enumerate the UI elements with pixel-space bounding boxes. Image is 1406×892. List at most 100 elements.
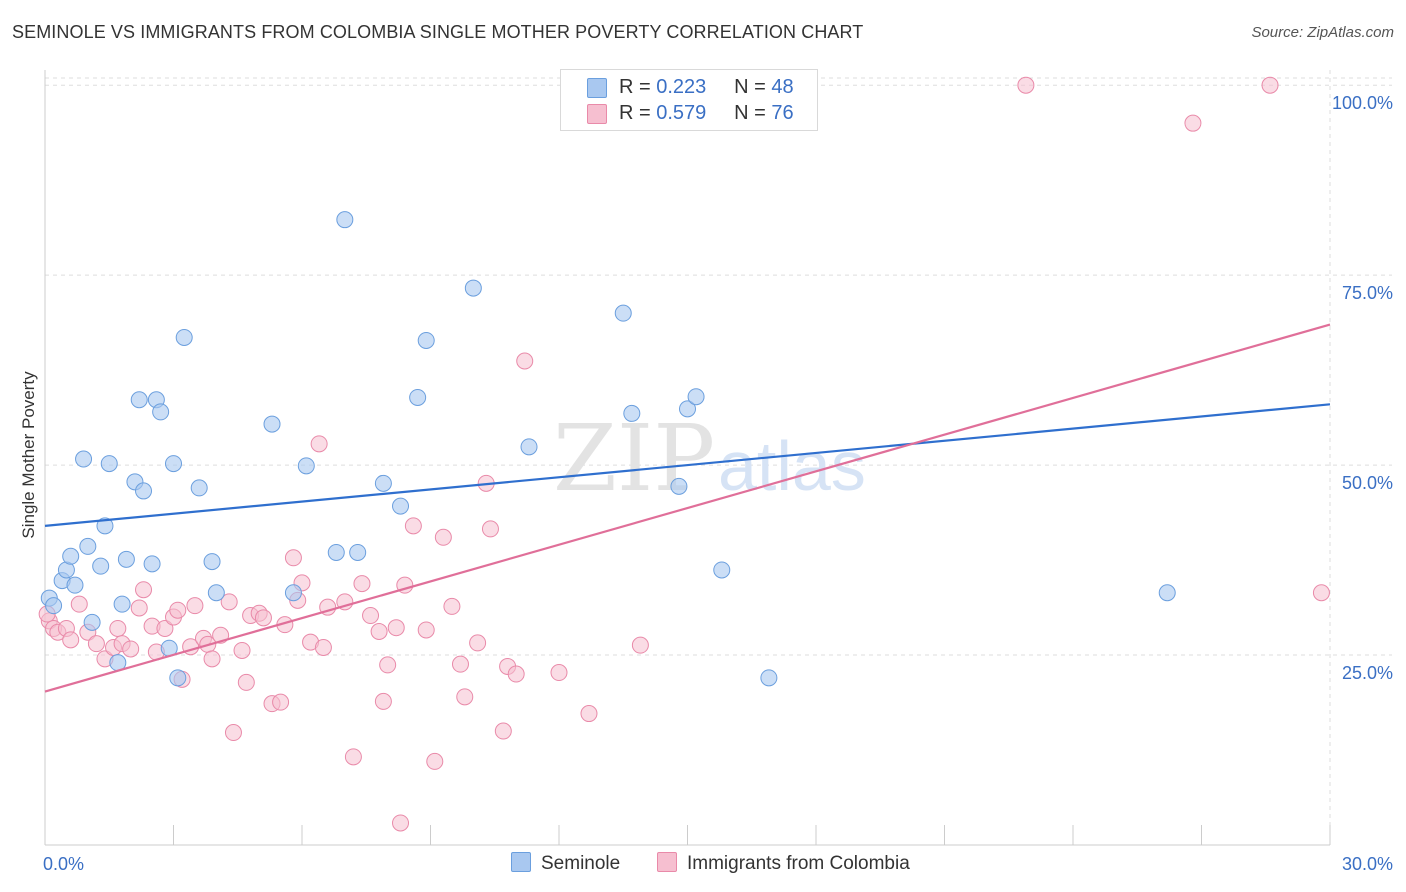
seminole-point: [207, 584, 225, 602]
colombia-point: [224, 724, 242, 742]
bottom-colombia-label: Immigrants from Colombia: [687, 853, 910, 874]
seminole-point: [392, 497, 410, 515]
colombia-point: [481, 520, 499, 538]
seminole-point: [169, 669, 187, 687]
colombia-point: [434, 528, 452, 546]
colombia-point: [1312, 584, 1330, 602]
seminole-point: [79, 537, 97, 555]
colombia-point: [631, 636, 649, 654]
y-tick-label: 75.0%: [1342, 283, 1393, 303]
colombia-point: [70, 595, 88, 613]
seminole-trend-line: [44, 403, 1331, 527]
colombia-point: [233, 641, 251, 659]
bottom-colombia-swatch: [657, 852, 677, 872]
legend-r-value-2: 0.579: [656, 102, 707, 124]
seminole-point: [45, 597, 63, 615]
colombia-point: [344, 748, 362, 766]
colombia-point: [550, 664, 568, 682]
colombia-point: [130, 599, 148, 617]
seminole-point: [130, 391, 148, 409]
axes: [44, 70, 1331, 846]
seminole-point: [614, 304, 632, 322]
seminole-point: [760, 669, 778, 687]
seminole-points: [40, 211, 1176, 687]
colombia-point: [169, 601, 187, 619]
colombia-swatch: [587, 104, 607, 124]
legend-r-value-1: 0.223: [656, 76, 707, 98]
seminole-point: [687, 388, 705, 406]
colombia-point: [186, 597, 204, 615]
seminole-point: [143, 555, 161, 573]
watermark: ZIP atlas: [553, 405, 866, 512]
colombia-point: [469, 634, 487, 652]
colombia-points: [38, 76, 1330, 832]
watermark-zip: ZIP: [553, 405, 715, 512]
seminole-point: [203, 553, 221, 571]
bottom-seminole-label: Seminole: [541, 853, 621, 874]
colombia-point: [379, 656, 397, 674]
seminole-point: [464, 279, 482, 297]
seminole-point: [349, 543, 367, 561]
seminole-point: [284, 584, 302, 602]
colombia-point: [237, 673, 255, 691]
colombia-point: [370, 622, 388, 640]
colombia-point: [122, 640, 140, 658]
seminole-swatch: [587, 78, 607, 98]
seminole-point: [327, 543, 345, 561]
seminole-point: [100, 455, 118, 473]
trend-lines: [44, 323, 1331, 693]
seminole-point: [83, 613, 101, 631]
seminole-point: [152, 403, 170, 421]
legend-n-label-1: N =: [734, 76, 766, 98]
seminole-point: [165, 455, 182, 473]
y-tick-label: 50.0%: [1342, 473, 1393, 493]
colombia-point: [374, 692, 392, 710]
gridlines: [45, 70, 1392, 845]
y-tick-label: 100.0%: [1332, 93, 1393, 113]
colombia-point: [135, 581, 153, 599]
colombia-point: [87, 635, 105, 653]
colombia-trend-line: [44, 323, 1331, 693]
y-tick-label: 25.0%: [1342, 663, 1393, 683]
legend-r-label-1: R =: [619, 76, 651, 98]
seminole-point: [175, 328, 193, 346]
seminole-point: [92, 557, 110, 575]
seminole-point: [623, 404, 641, 422]
colombia-point: [109, 619, 127, 637]
colombia-point: [362, 607, 380, 625]
colombia-point: [417, 621, 435, 639]
colombia-point: [443, 597, 461, 615]
x-tick-label: 0.0%: [43, 854, 84, 874]
seminole-point: [713, 561, 731, 579]
seminole-point: [374, 474, 392, 492]
seminole-point: [117, 550, 135, 568]
colombia-point: [284, 549, 302, 567]
colombia-point: [220, 593, 238, 611]
colombia-point: [404, 517, 422, 535]
colombia-point: [314, 638, 332, 656]
colombia-point: [1184, 114, 1202, 132]
legend-n-value-2: 76: [771, 102, 794, 124]
colombia-point: [387, 619, 405, 637]
seminole-point: [670, 477, 688, 495]
chart-title: SEMINOLE VS IMMIGRANTS FROM COLOMBIA SIN…: [12, 22, 864, 42]
seminole-point: [75, 450, 93, 468]
colombia-point: [254, 609, 272, 627]
colombia-point: [456, 688, 474, 706]
colombia-point: [426, 752, 444, 770]
seminole-point: [417, 331, 435, 349]
colombia-point: [451, 655, 469, 673]
seminole-point: [336, 211, 354, 229]
seminole-point: [409, 388, 427, 406]
bottom-legend-seminole: Seminole: [511, 852, 620, 875]
colombia-point: [494, 722, 512, 740]
colombia-point: [156, 619, 174, 637]
colombia-point: [516, 352, 534, 370]
correlation-legend: R = 0.223 N = 48 R = 0.579 N = 76: [560, 69, 818, 131]
colombia-point: [203, 650, 221, 668]
seminole-point: [113, 595, 131, 613]
colombia-point: [353, 575, 371, 593]
seminole-point: [1158, 584, 1176, 602]
seminole-point: [190, 479, 208, 497]
